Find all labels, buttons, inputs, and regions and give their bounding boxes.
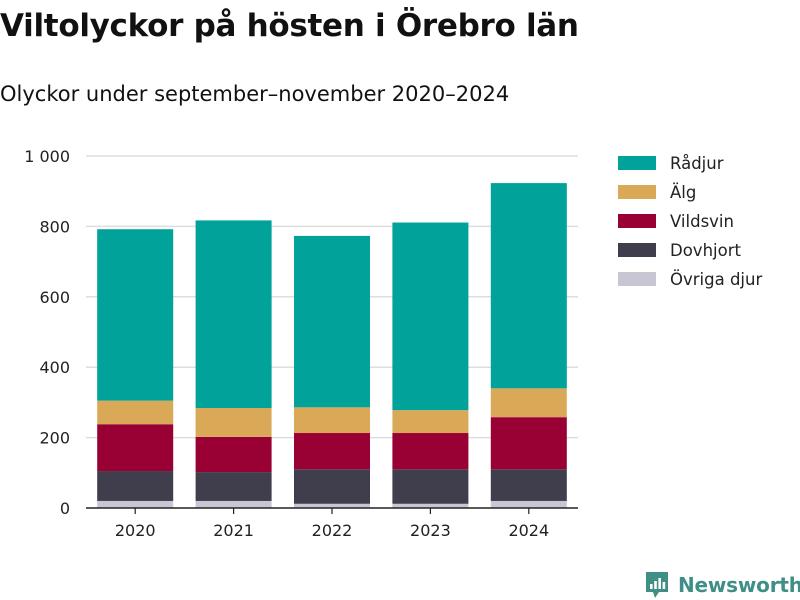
bar-segment	[294, 407, 370, 434]
brand-name: Newsworthy	[678, 573, 800, 597]
bar-segment	[195, 436, 272, 473]
bar-segment	[490, 388, 567, 418]
chart-title: Viltolyckor på hösten i Örebro län	[0, 8, 579, 44]
legend-swatch	[618, 243, 656, 257]
bar-segment	[490, 417, 567, 470]
legend-item: Rådjur	[618, 154, 724, 173]
bar-segment	[97, 500, 174, 508]
legend-label: Älg	[670, 183, 696, 202]
bar-segment	[392, 433, 469, 470]
bar-segment	[392, 222, 469, 411]
x-tick-label: 2024	[508, 521, 549, 540]
bar-segment	[392, 410, 469, 434]
bar-segment	[294, 235, 370, 408]
brand-logo: Newsworthy	[644, 570, 800, 600]
y-tick-label: 0	[60, 499, 70, 518]
bar-segment	[195, 500, 272, 508]
bar-segment	[97, 424, 174, 472]
bar-segment	[294, 433, 370, 470]
legend-item: Övriga djur	[618, 270, 762, 289]
x-tick-label: 2022	[312, 521, 353, 540]
newsworthy-logo-icon	[646, 572, 668, 598]
y-tick-label: 400	[39, 358, 70, 377]
x-tick-label: 2020	[115, 521, 156, 540]
legend-item: Vildsvin	[618, 212, 734, 231]
legend-label: Övriga djur	[670, 270, 762, 289]
bars	[97, 183, 567, 508]
x-tick-label: 2023	[410, 521, 451, 540]
x-tick-label: 2021	[213, 521, 254, 540]
bar-segment	[392, 469, 469, 504]
y-tick-label: 200	[39, 429, 70, 448]
bar-segment	[97, 471, 174, 501]
legend-item: Älg	[618, 183, 696, 202]
legend-swatch	[618, 272, 656, 286]
legend-swatch	[618, 214, 656, 228]
bar-segment	[195, 472, 272, 501]
bar-segment	[97, 229, 174, 401]
axes: 0 200 400 600 800 1 000 2020 2021 2022 2023 2024	[24, 147, 578, 540]
bar-segment	[490, 183, 567, 389]
legend-swatch	[618, 156, 656, 170]
bar-segment	[195, 408, 272, 437]
legend-swatch	[618, 185, 656, 199]
legend-item: Dovhjort	[618, 241, 741, 260]
bar-segment	[490, 500, 567, 508]
y-tick-label: 1 000	[24, 147, 70, 166]
bar-segment	[294, 469, 370, 504]
legend-label: Vildsvin	[670, 212, 734, 231]
bar-segment	[195, 220, 272, 409]
legend-label: Dovhjort	[670, 241, 741, 260]
bar-segment	[490, 469, 567, 501]
y-tick-label: 600	[39, 288, 70, 307]
legend-label: Rådjur	[670, 154, 724, 173]
bar-segment	[294, 503, 370, 508]
y-tick-label: 800	[39, 217, 70, 236]
legend: Rådjur Älg Vildsvin Dovhjort Övriga djur	[618, 154, 762, 289]
chart-subtitle: Olyckor under september–november 2020–20…	[0, 82, 510, 106]
bar-segment	[392, 503, 469, 508]
bar-segment	[97, 400, 174, 425]
